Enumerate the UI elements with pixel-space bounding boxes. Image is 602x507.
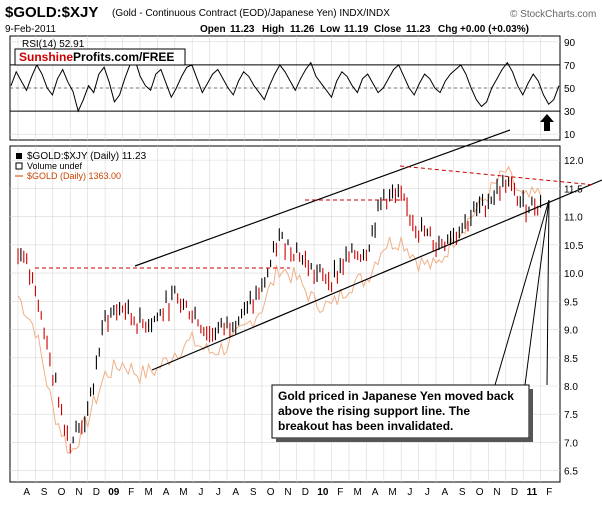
channel-upper-line [134, 129, 511, 267]
x-tick-label: M [354, 487, 362, 498]
brand-text: SunshineProfits.com/FREE [19, 50, 174, 64]
annotation-line: above the rising support line. The [278, 404, 470, 418]
x-tick-label: N [284, 487, 291, 498]
legend-label: $GOLD (Daily) 1363.00 [27, 171, 121, 181]
annotation-shadow-bottom [276, 438, 533, 442]
price-bars [17, 174, 542, 454]
price-tick-label: 10.0 [564, 269, 584, 280]
ohlc-low-label: Low [320, 24, 340, 35]
ohlc-close: 11.23 [406, 24, 431, 35]
chart-symbol: $GOLD:$XJY [5, 4, 98, 21]
ohlc-high-label: High [262, 24, 284, 35]
x-tick-label: S [250, 487, 257, 498]
x-tick-label: O [476, 487, 484, 498]
x-tick-label: D [302, 487, 309, 498]
x-tick-label: N [493, 487, 500, 498]
brand-box [14, 48, 186, 66]
price-tick-label: 11.0 [564, 213, 583, 224]
ohlc-open-label: Open [200, 24, 226, 35]
pointer-line-1 [494, 199, 550, 386]
x-tick-label: J [425, 487, 430, 498]
x-tick-label: 09 [108, 487, 120, 498]
x-tick-label: M [388, 487, 396, 498]
arrow-up-icon [540, 114, 554, 131]
legend-label: Volume undef [27, 161, 83, 171]
ohlc-low: 11.19 [344, 24, 369, 35]
x-tick-label: N [75, 487, 82, 498]
x-tick-label: A [23, 487, 30, 498]
chart-date: 9-Feb-2011 [5, 24, 56, 35]
rsi-tick-label: 30 [564, 107, 576, 118]
rsi-tick-label: 10 [564, 130, 576, 141]
legend-swatch [16, 153, 22, 159]
x-tick-label: J [198, 487, 203, 498]
price-tick-labels: 12.0 11.5 11.0 10.5 10.0 9.5 9.0 8.5 8.0 7.5 7.0 6.… [564, 156, 584, 478]
price-tick-label: 7.5 [564, 410, 578, 421]
pointer-line-3 [546, 199, 550, 386]
x-tick-label: A [232, 487, 239, 498]
x-tick-label: S [41, 487, 48, 498]
annotation-line: breakout has been invalidated. [278, 419, 453, 433]
resistance-dashed-3 [399, 165, 596, 186]
price-tick-label: 8.5 [564, 354, 578, 365]
channel-lower-line [151, 179, 602, 371]
legend-swatch [15, 162, 23, 170]
x-tick-label: A [441, 487, 448, 498]
x-tick-label: A [372, 487, 379, 498]
x-tick-label: 11 [527, 487, 538, 498]
stockcharts-watermark: © StockCharts.com [510, 9, 596, 20]
x-tick-label: O [267, 487, 275, 498]
x-tick-label: J [407, 487, 412, 498]
annotation-shadow [529, 389, 533, 442]
rsi-label: RSI(14) 52.91 [22, 39, 85, 50]
x-tick-label: F [546, 487, 552, 498]
price-tick-label: 10.5 [564, 241, 584, 252]
annotation-text: Gold priced in Japanese Yen moved back ab… [278, 389, 514, 433]
x-tick-label: D [93, 487, 100, 498]
rsi-tick-label: 70 [564, 61, 576, 72]
chart-description: (Gold - Continuous Contract (EOD)/Japane… [112, 8, 390, 19]
price-tick-label: 8.0 [564, 382, 578, 393]
rsi-tick-labels: 90 70 50 30 10 [564, 38, 576, 141]
x-tick-label: F [337, 487, 343, 498]
x-tick-label: J [216, 487, 221, 498]
rsi-line [10, 59, 560, 113]
gold-usd-line [17, 165, 542, 454]
price-tick-label: 11.5 [564, 184, 583, 195]
rsi-tick-label: 90 [564, 38, 576, 49]
ohlc-open: 11.23 [230, 24, 255, 35]
ohlc-chg: +0.00 (+0.03%) [460, 24, 529, 35]
annotation-box [271, 384, 530, 439]
x-tick-label: 10 [317, 487, 329, 498]
price-tick-label: 6.5 [564, 467, 578, 478]
x-tick-label: D [511, 487, 518, 498]
brand-red: Sunshine [19, 50, 73, 64]
ohlc-chg-label: Chg [438, 24, 457, 35]
x-tick-label: M [179, 487, 187, 498]
price-tick-label: 7.0 [564, 438, 578, 449]
price-tick-label: 9.5 [564, 297, 578, 308]
x-axis-labels: A S O N D 09 F M A M J J A S O N D 10 F M A M J J A S O N D 11 F [23, 487, 552, 498]
price-tick-label: 12.0 [564, 156, 584, 167]
pointer-line-2 [524, 199, 550, 386]
rsi-tick-label: 50 [564, 84, 576, 95]
annotation-line: Gold priced in Japanese Yen moved back [278, 389, 514, 403]
x-tick-label: M [144, 487, 152, 498]
ohlc-high: 11.26 [290, 24, 315, 35]
x-tick-label: F [128, 487, 134, 498]
x-tick-label: O [58, 487, 66, 498]
x-tick-label: S [459, 487, 466, 498]
brand-black: Profits.com/FREE [73, 50, 174, 64]
x-tick-label: A [163, 487, 170, 498]
ohlc-close-label: Close [374, 24, 402, 35]
legend-label: $GOLD:$XJY (Daily) 11.23 [27, 151, 147, 162]
price-tick-label: 9.0 [564, 326, 578, 337]
